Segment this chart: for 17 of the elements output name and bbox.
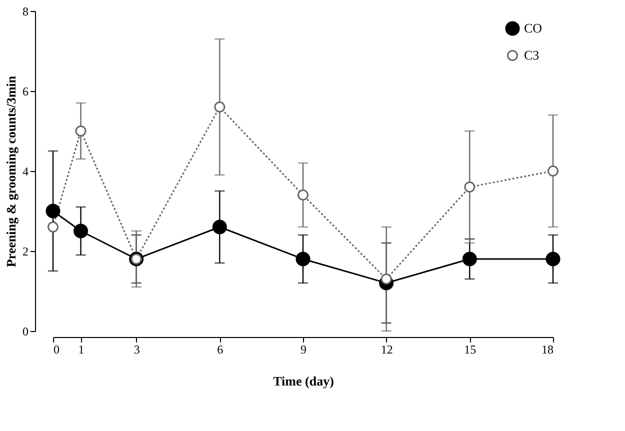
x-tick-label: 15	[464, 342, 476, 356]
legend-label: CO	[524, 20, 542, 36]
x-tick-label: 18	[542, 342, 554, 356]
y-tick-label: 6	[22, 84, 28, 98]
y-axis-title: Preening & grooming counts/3min	[4, 75, 18, 268]
x-tick-label: 9	[300, 342, 306, 356]
x-tick-label: 3	[134, 342, 140, 356]
x-tick-label: 1	[78, 342, 84, 356]
y-tick-label: 2	[22, 244, 28, 258]
y-tick-label: 0	[22, 324, 28, 338]
x-tick-label: 0	[54, 342, 60, 356]
legend-label: C3	[524, 48, 540, 62]
x-tick-label: 12	[380, 342, 393, 356]
x-axis-title: Time (day)	[273, 374, 334, 388]
y-tick-label: 8	[22, 4, 28, 18]
y-tick-label: 4	[22, 164, 28, 178]
x-tick-label: 6	[217, 342, 224, 356]
